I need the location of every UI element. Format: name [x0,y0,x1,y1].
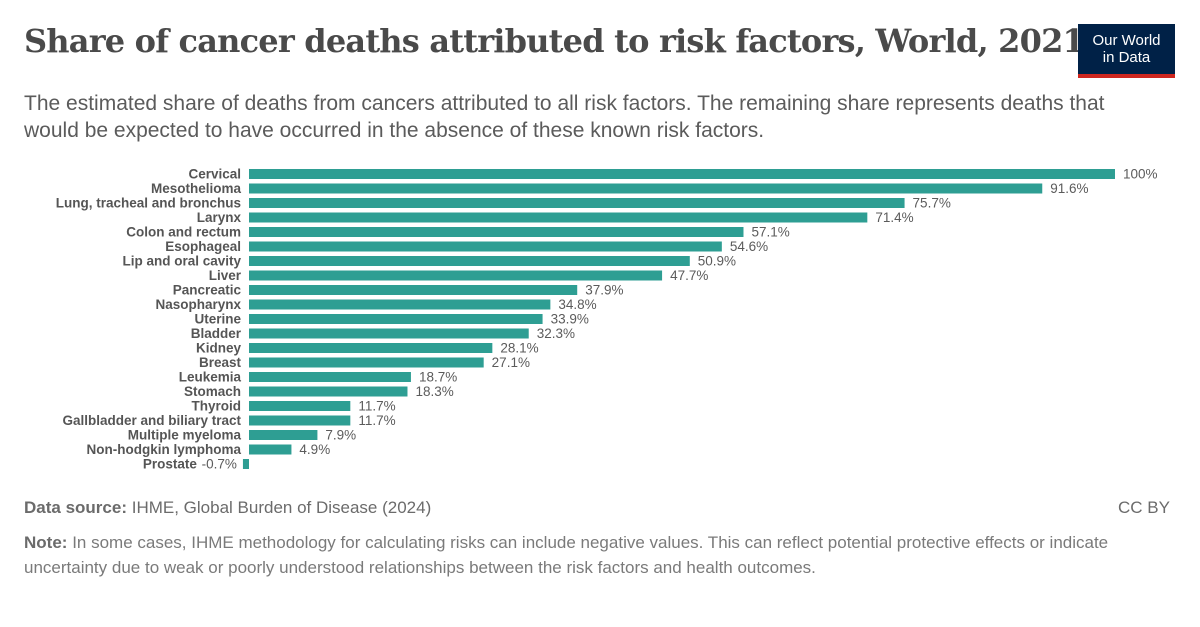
bar[interactable] [249,357,484,368]
category-label: Cervical [188,167,241,182]
value-label: 33.9% [551,312,589,327]
bar[interactable] [249,401,351,411]
bar[interactable] [249,212,868,223]
bar[interactable] [249,270,663,281]
bar[interactable] [249,314,543,324]
bar[interactable] [249,241,722,252]
value-label: 71.4% [875,210,913,225]
data-source: Data source: IHME, Global Burden of Dise… [24,498,431,518]
category-label: Breast [199,355,242,370]
category-label: Non-hodgkin lymphoma [87,442,242,457]
value-label: 32.3% [537,326,575,341]
value-label: 27.1% [492,355,530,370]
value-label: 100% [1123,167,1158,182]
category-label: Mesothelioma [151,181,242,196]
value-label: 18.3% [415,384,453,399]
license-link[interactable]: CC BY [1118,498,1170,517]
category-label: Kidney [196,341,242,356]
bar[interactable] [249,256,690,266]
bar[interactable] [249,198,905,208]
bar[interactable] [249,430,318,440]
value-label: 7.9% [325,428,356,443]
category-label: Multiple myeloma [128,428,242,443]
note-label: Note: [24,533,68,552]
category-label: Prostate [143,457,198,472]
category-label: Colon and rectum [126,225,241,240]
bar[interactable] [249,444,292,455]
chart-title: Share of cancer deaths attributed to ris… [24,22,1085,60]
category-label: Lung, tracheal and bronchus [56,196,241,211]
value-label: 28.1% [500,341,538,356]
category-label: Leukemia [179,370,242,385]
category-label: Lip and oral cavity [122,254,241,269]
bar[interactable] [249,183,1043,194]
bar[interactable] [249,328,529,339]
category-label: Pancreatic [173,283,242,298]
category-label: Liver [209,268,242,283]
category-label: Nasopharynx [155,297,241,312]
source-label: Data source: [24,498,127,517]
category-label: Larynx [197,210,242,225]
value-label: 37.9% [585,283,623,298]
logo-line-2: in Data [1102,49,1151,66]
value-label: 11.7% [358,399,395,414]
bar[interactable] [249,386,408,397]
logo-line-1: Our World [1092,32,1161,49]
value-label: 4.9% [299,442,330,457]
value-label: -0.7% [202,457,237,472]
value-label: 50.9% [698,254,736,269]
value-label: 11.7% [358,413,395,428]
category-label: Uterine [194,312,241,327]
bar-chart: Cervical 100% Mesothelioma 91.6% Lung, trach… [56,167,1158,472]
category-label: Bladder [191,326,242,341]
value-label: 57.1% [751,225,789,240]
value-label: 47.7% [670,268,708,283]
value-label: 34.8% [558,297,596,312]
value-label: 75.7% [913,196,951,211]
value-label: 54.6% [730,239,768,254]
bar[interactable] [242,459,249,469]
bar[interactable] [249,285,578,295]
category-label: Thyroid [192,399,242,414]
bar[interactable] [249,227,744,237]
chart-subtitle: The estimated share of deaths from cance… [24,92,1105,142]
note-text: In some cases, IHME methodology for calc… [24,533,1109,577]
chart-note: Note: In some cases, IHME methodology fo… [24,530,1174,580]
bar[interactable] [249,343,493,353]
value-label: 18.7% [419,370,457,385]
bar[interactable] [249,299,551,310]
bar[interactable] [249,415,351,426]
bar[interactable] [249,372,411,382]
category-label: Stomach [184,384,241,399]
value-label: 91.6% [1050,181,1088,196]
source-text[interactable]: IHME, Global Burden of Disease (2024) [131,498,432,517]
bar[interactable] [249,169,1115,179]
owid-logo[interactable]: Our World in Data [1078,24,1175,78]
category-label: Esophageal [165,239,241,254]
category-label: Gallbladder and biliary tract [62,413,241,428]
